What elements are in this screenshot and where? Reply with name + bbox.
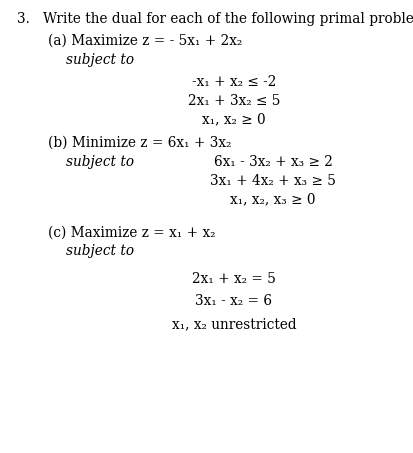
Text: 3x₁ - x₂ = 6: 3x₁ - x₂ = 6 [195, 294, 272, 308]
Text: subject to: subject to [66, 155, 134, 169]
Text: 2x₁ + 3x₂ ≤ 5: 2x₁ + 3x₂ ≤ 5 [187, 94, 280, 107]
Text: (c) Maximize z = x₁ + x₂: (c) Maximize z = x₁ + x₂ [47, 226, 215, 239]
Text: x₁, x₂, x₃ ≥ 0: x₁, x₂, x₃ ≥ 0 [230, 193, 315, 207]
Text: subject to: subject to [66, 244, 134, 258]
Text: (a) Maximize z = - 5x₁ + 2x₂: (a) Maximize z = - 5x₁ + 2x₂ [47, 34, 241, 48]
Text: (b) Minimize z = 6x₁ + 3x₂: (b) Minimize z = 6x₁ + 3x₂ [47, 136, 230, 149]
Text: subject to: subject to [66, 53, 134, 67]
Text: -x₁ + x₂ ≤ -2: -x₁ + x₂ ≤ -2 [191, 75, 275, 88]
Text: x₁, x₂ unrestricted: x₁, x₂ unrestricted [171, 317, 296, 331]
Text: x₁, x₂ ≥ 0: x₁, x₂ ≥ 0 [202, 113, 265, 126]
Text: 6x₁ - 3x₂ + x₃ ≥ 2: 6x₁ - 3x₂ + x₃ ≥ 2 [213, 155, 332, 169]
Text: 3x₁ + 4x₂ + x₃ ≥ 5: 3x₁ + 4x₂ + x₃ ≥ 5 [210, 174, 335, 188]
Text: 2x₁ + x₂ = 5: 2x₁ + x₂ = 5 [192, 272, 275, 285]
Text: 3.   Write the dual for each of the following primal problems:: 3. Write the dual for each of the follow… [17, 12, 413, 26]
